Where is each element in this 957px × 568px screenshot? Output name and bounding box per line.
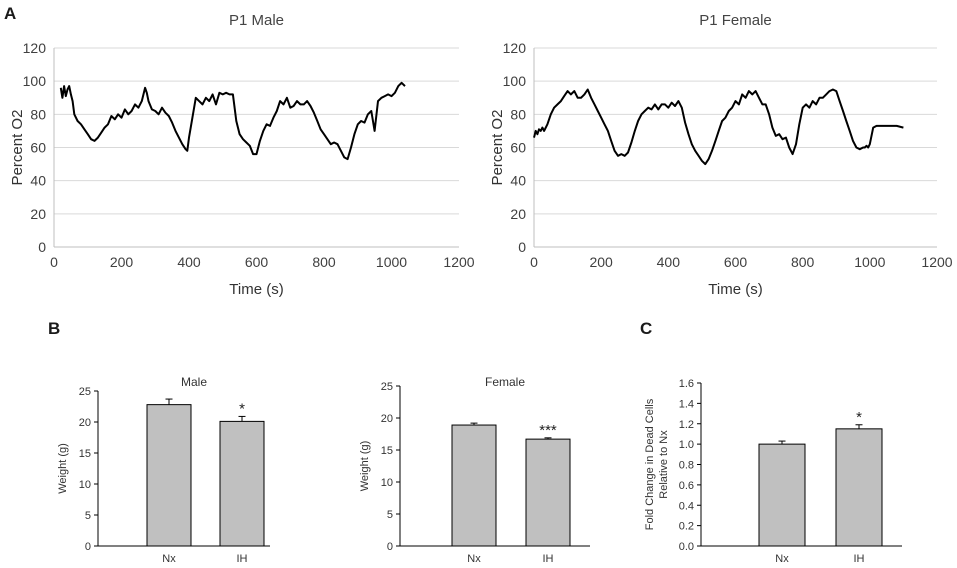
y-tick-label: 25 bbox=[381, 381, 393, 393]
y-tick-label: 0.0 bbox=[679, 541, 694, 553]
x-tick-label: 1200 bbox=[443, 254, 474, 270]
y-tick-label: 1.2 bbox=[679, 419, 694, 431]
y-tick-label: 0 bbox=[38, 239, 46, 255]
y-axis-title: Fold Change in Dead Cells bbox=[644, 398, 656, 530]
y-tick-label: 120 bbox=[503, 40, 527, 56]
significance-marker: * bbox=[239, 400, 245, 417]
y-tick-label: 1.4 bbox=[679, 398, 694, 410]
chart-dead-cells: 0.0 0.2 0.4 0.6 0.8 1.0 1.2 1.4 1.6 Fold Change i… bbox=[644, 378, 902, 565]
y-axis-title: Weight (g) bbox=[57, 443, 69, 494]
y-tick-label: 80 bbox=[510, 106, 526, 122]
bar-nx bbox=[758, 443, 806, 547]
x-tick-label: 800 bbox=[312, 254, 336, 270]
chart-male-weight: Male 0 5 10 15 20 25 Weight (g) Nx IH * bbox=[57, 375, 270, 565]
x-tick-label: 200 bbox=[589, 254, 613, 270]
y-tick-label: 0.8 bbox=[679, 460, 694, 472]
bar-ih bbox=[525, 438, 571, 547]
series-line-percent-o2 bbox=[59, 81, 406, 161]
x-axis-title: Time (s) bbox=[229, 281, 283, 298]
y-tick-label: 0 bbox=[518, 239, 526, 255]
x-tick-label: 1000 bbox=[376, 254, 407, 270]
x-tick-label: IH bbox=[543, 553, 554, 565]
x-tick-label: 200 bbox=[110, 254, 134, 270]
y-tick-label: 20 bbox=[79, 417, 91, 429]
x-tick-label: 600 bbox=[724, 254, 748, 270]
y-axis-title: Percent O2 bbox=[9, 110, 26, 186]
y-tick-label: 10 bbox=[381, 477, 393, 489]
bar-ih bbox=[835, 428, 883, 547]
y-tick-label: 0.2 bbox=[679, 521, 694, 533]
y-tick-label: 20 bbox=[30, 206, 46, 222]
y-tick-label: 0 bbox=[85, 541, 91, 553]
y-tick-label: 100 bbox=[23, 73, 47, 89]
y-tick-label: 0.4 bbox=[679, 500, 694, 512]
x-tick-label: 0 bbox=[530, 254, 538, 270]
chart-title: P1 Female bbox=[699, 12, 772, 29]
chart-title: P1 Male bbox=[229, 12, 284, 29]
panel-label-c: C bbox=[640, 319, 652, 338]
x-tick-label: 0 bbox=[50, 254, 58, 270]
y-tick-label: 15 bbox=[381, 445, 393, 457]
y-tick-label: 25 bbox=[79, 386, 91, 398]
y-tick-label: 80 bbox=[30, 106, 46, 122]
x-tick-label: IH bbox=[237, 553, 248, 565]
bar-ih bbox=[219, 420, 265, 547]
y-tick-label: 100 bbox=[503, 73, 527, 89]
chart-title: Male bbox=[181, 375, 207, 389]
x-tick-label: 600 bbox=[245, 254, 269, 270]
y-tick-label: 40 bbox=[510, 173, 526, 189]
series-line-percent-o2 bbox=[533, 88, 904, 166]
x-tick-label: 1000 bbox=[854, 254, 885, 270]
y-tick-label: 0.6 bbox=[679, 480, 694, 492]
y-tick-label: 10 bbox=[79, 479, 91, 491]
y-tick-label: 1.6 bbox=[679, 378, 694, 390]
y-tick-label: 40 bbox=[30, 173, 46, 189]
y-axis-title: Weight (g) bbox=[359, 441, 371, 492]
y-tick-label: 0 bbox=[387, 541, 393, 553]
chart-title: Female bbox=[485, 375, 525, 389]
y-tick-label: 20 bbox=[510, 206, 526, 222]
bar-nx bbox=[146, 404, 192, 547]
y-tick-label: 1.0 bbox=[679, 439, 694, 451]
y-tick-label: 20 bbox=[381, 413, 393, 425]
significance-marker: * bbox=[856, 409, 862, 426]
bar-nx bbox=[451, 424, 497, 547]
y-axis-title: Relative to Nx bbox=[658, 430, 670, 499]
panel-label-a: A bbox=[4, 4, 16, 23]
x-tick-label: 1200 bbox=[921, 254, 952, 270]
y-tick-label: 60 bbox=[510, 140, 526, 156]
x-tick-label: 400 bbox=[657, 254, 681, 270]
y-tick-label: 5 bbox=[387, 509, 393, 521]
x-tick-label: Nx bbox=[162, 553, 176, 565]
x-tick-label: 400 bbox=[177, 254, 201, 270]
panel-label-b: B bbox=[48, 319, 60, 338]
y-tick-label: 120 bbox=[23, 40, 47, 56]
y-tick-label: 15 bbox=[79, 448, 91, 460]
chart-female-weight: Female 0 5 10 15 20 25 Weight (g) Nx IH *** bbox=[359, 375, 590, 565]
x-tick-label: Nx bbox=[467, 553, 481, 565]
x-tick-label: 800 bbox=[791, 254, 815, 270]
significance-marker: *** bbox=[539, 422, 557, 439]
y-axis-title: Percent O2 bbox=[489, 110, 506, 186]
y-tick-label: 5 bbox=[85, 510, 91, 522]
x-tick-label: IH bbox=[854, 553, 865, 565]
y-tick-label: 60 bbox=[30, 140, 46, 156]
x-tick-label: Nx bbox=[775, 553, 789, 565]
x-axis-title: Time (s) bbox=[708, 281, 762, 298]
